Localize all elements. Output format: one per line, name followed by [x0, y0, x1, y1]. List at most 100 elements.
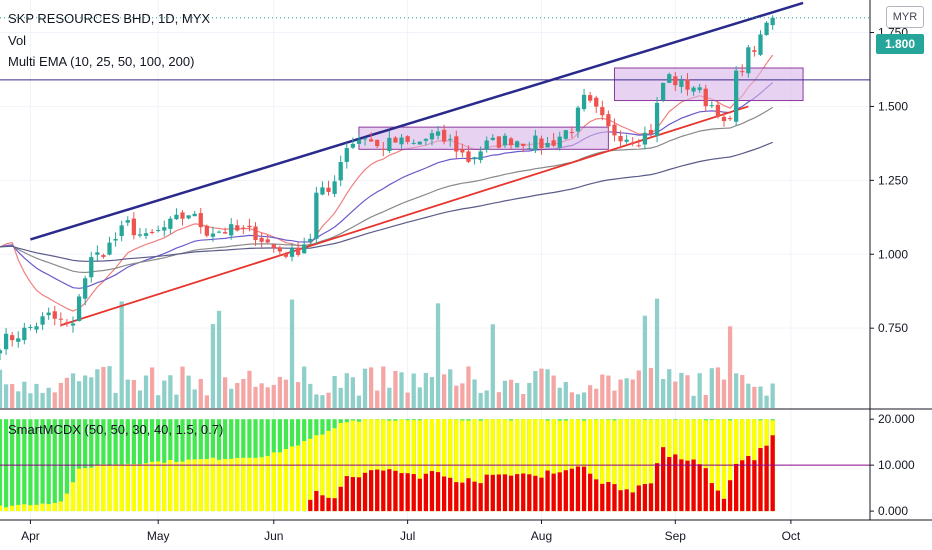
mcdx-yellow-bar — [259, 457, 264, 512]
candle — [168, 218, 173, 229]
candle — [10, 335, 15, 341]
candle — [125, 220, 130, 223]
candle — [734, 70, 739, 122]
volume-bar — [478, 392, 483, 408]
candle — [113, 238, 118, 241]
mcdx-red-bar — [472, 481, 477, 512]
volume-bar — [381, 366, 386, 408]
mcdx-red-bar — [362, 472, 368, 512]
candle — [241, 227, 246, 229]
candle — [277, 247, 282, 252]
price-tick-label: 1.250 — [878, 173, 908, 187]
time-tick-label: Jul — [400, 529, 415, 543]
volume-bar — [405, 392, 410, 408]
volume-bar — [636, 370, 641, 408]
candle — [381, 148, 386, 150]
mcdx-red-bar — [618, 490, 623, 512]
mcdx-red-bar — [770, 435, 775, 512]
candle — [375, 139, 380, 147]
volume-bar — [180, 366, 185, 408]
volume-bar — [368, 367, 374, 408]
mcdx-yellow-bar — [241, 457, 246, 512]
mcdx-red-bar — [375, 469, 380, 512]
volume-bar — [89, 377, 94, 408]
volume-bar — [472, 379, 477, 408]
mcdx-yellow-bar — [204, 459, 209, 512]
currency-badge[interactable]: MYR — [886, 6, 924, 28]
mcdx-red-bar — [727, 480, 733, 512]
candle — [545, 142, 550, 148]
volume-bar — [624, 378, 629, 408]
candle — [703, 88, 708, 107]
mcdx-yellow-bar — [174, 462, 179, 512]
volume-bar — [302, 366, 307, 408]
time-tick-label: Oct — [782, 529, 801, 543]
volume-bar — [654, 298, 660, 408]
mcdx-yellow-bar — [143, 463, 149, 512]
candle — [156, 229, 161, 231]
candle — [174, 214, 179, 220]
mcdx-yellow-bar — [393, 420, 398, 512]
volume-bar — [156, 395, 161, 408]
mcdx-red-bar — [417, 478, 422, 512]
mcdx-yellow-bar — [387, 420, 392, 512]
mcdx-yellow-bar — [3, 507, 9, 512]
mcdx-red-bar — [490, 474, 495, 512]
mcdx-bars — [0, 419, 870, 512]
mcdx-red-bar — [502, 474, 508, 512]
volume-bar — [411, 373, 416, 408]
volume-bar — [770, 383, 775, 408]
candle — [727, 118, 733, 120]
candle — [423, 138, 429, 141]
mcdx-yellow-bar — [40, 503, 45, 512]
volume-bar — [387, 387, 392, 408]
candle — [454, 136, 459, 152]
volume-bar — [314, 394, 319, 408]
candle — [399, 137, 404, 145]
mcdx-yellow-bar — [89, 467, 94, 512]
volume-bar — [326, 392, 331, 408]
mcdx-red-bar — [594, 479, 599, 512]
mcdx-red-bar — [575, 466, 581, 512]
mcdx-red-bar — [484, 474, 489, 512]
mcdx-yellow-bar — [113, 464, 118, 512]
mcdx-red-bar — [721, 498, 727, 512]
mcdx-red-bar — [478, 483, 483, 512]
mcdx-yellow-bar — [149, 461, 155, 512]
volume-bar — [320, 395, 325, 408]
candle — [302, 244, 307, 254]
mcdx-yellow-bar — [344, 422, 349, 512]
mcdx-yellow-bar — [302, 441, 307, 512]
volume-bar — [752, 386, 757, 408]
volume-bar — [162, 380, 167, 408]
volume-bar — [210, 324, 216, 408]
volume-bar — [551, 375, 556, 408]
candle — [271, 244, 276, 249]
volume-bar — [101, 366, 106, 408]
volume-bar — [16, 391, 21, 408]
mcdx-yellow-bar — [107, 465, 112, 512]
mcdx-yellow-bar — [289, 446, 295, 512]
mcdx-yellow-bar — [168, 459, 173, 512]
volume-bar — [362, 368, 368, 408]
volume-bar — [454, 385, 459, 408]
time-tick-label: Jun — [264, 529, 283, 543]
mcdx-yellow-bar — [581, 420, 587, 512]
candle — [314, 192, 319, 239]
candle — [253, 226, 258, 241]
candles — [0, 15, 775, 361]
time-tick-label: Apr — [21, 529, 40, 543]
upper-trendline — [30, 1, 804, 241]
mcdx-yellow-bar — [557, 420, 562, 512]
volume-bar — [539, 368, 544, 408]
volume-bar — [125, 379, 130, 408]
volume-bar — [740, 375, 745, 408]
candle — [673, 76, 678, 86]
volume-bar — [697, 373, 702, 408]
candle — [210, 233, 216, 237]
candle — [22, 327, 27, 341]
candle — [186, 215, 191, 219]
candle — [551, 140, 556, 146]
